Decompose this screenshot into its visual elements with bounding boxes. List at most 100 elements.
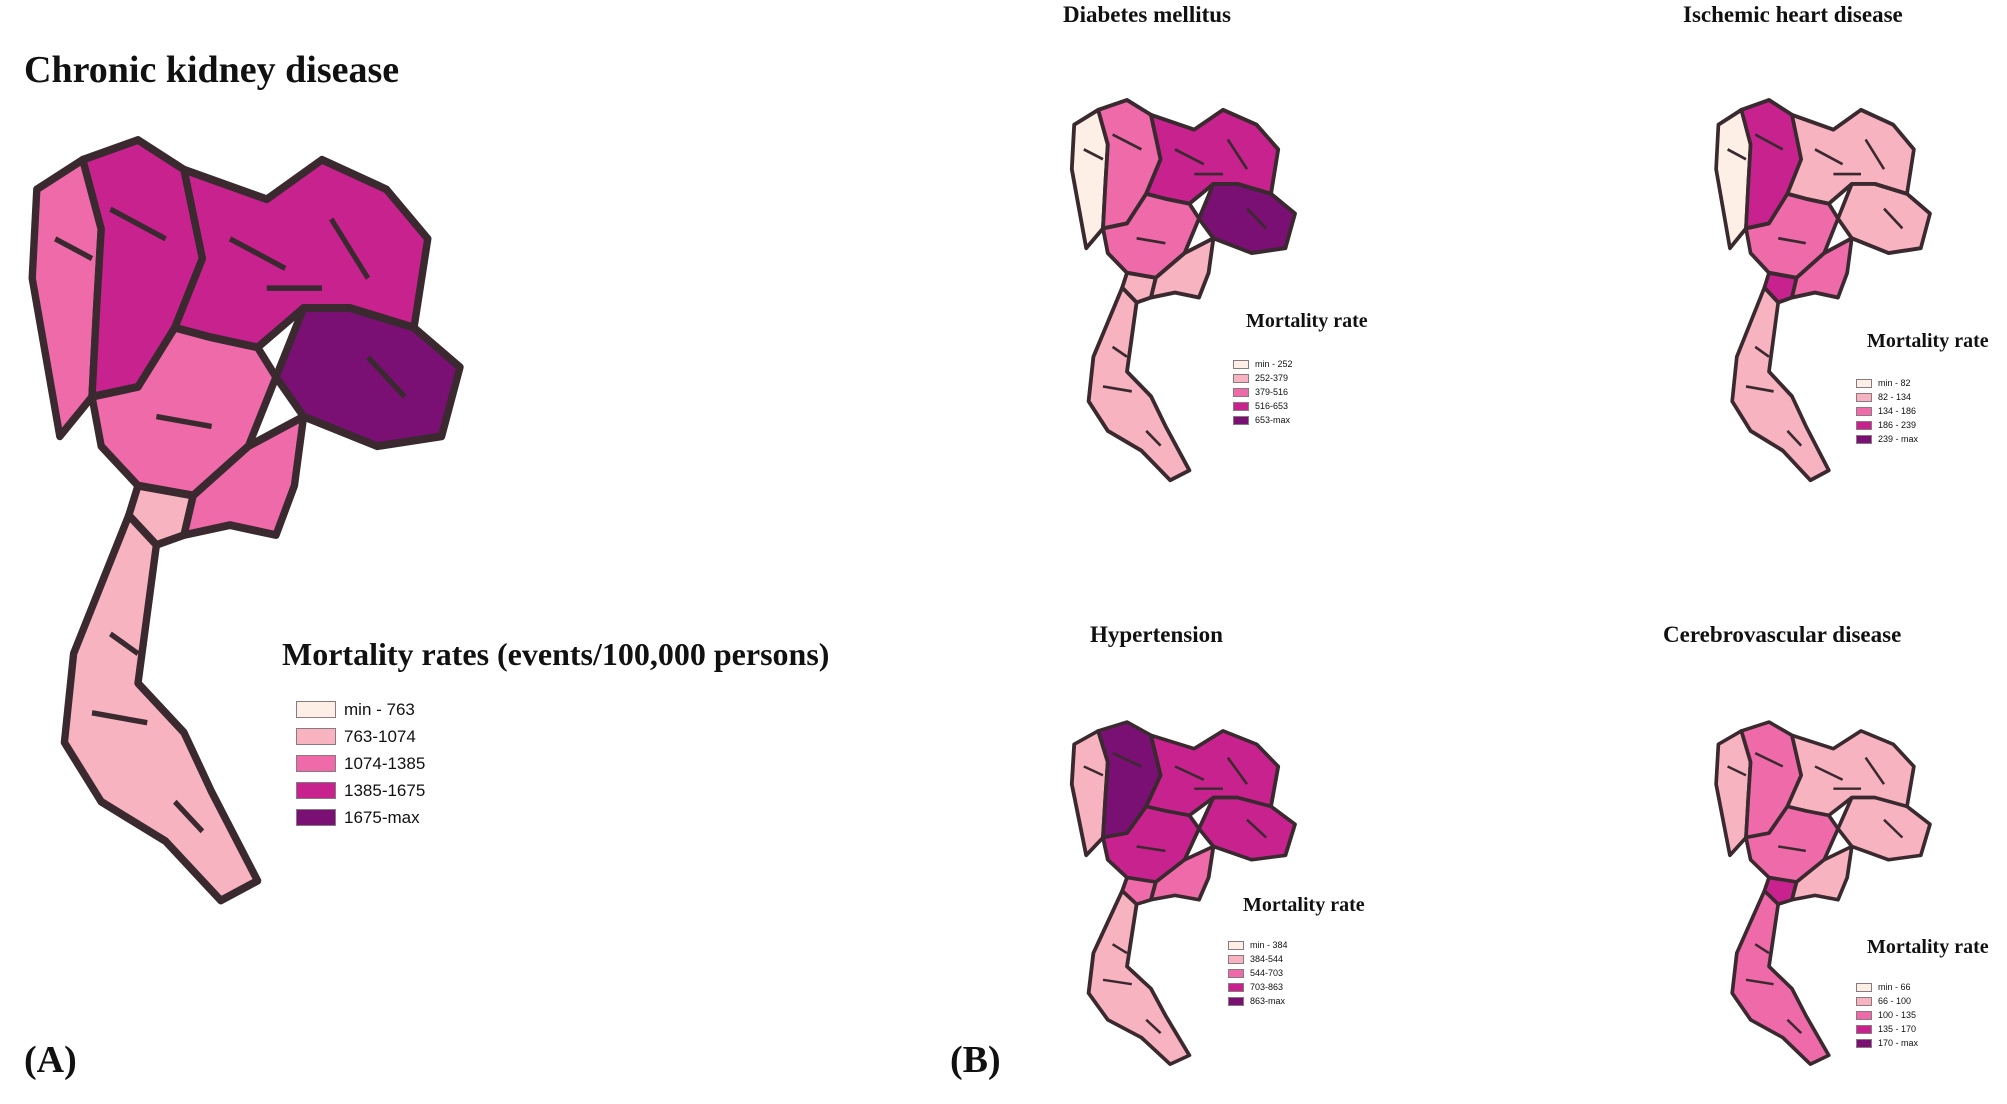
thailand-outline xyxy=(1714,720,1932,1066)
legend-item: min - 66 xyxy=(1856,980,1918,994)
legend-label: 384-544 xyxy=(1250,954,1284,964)
province-border xyxy=(1864,138,1886,170)
legend-item: 544-703 xyxy=(1228,966,1288,980)
legend-label: 239 - max xyxy=(1878,434,1919,444)
province-border xyxy=(1112,133,1142,151)
province-border xyxy=(1786,429,1803,447)
legend-label: 379-516 xyxy=(1255,387,1289,397)
region-east xyxy=(1197,181,1297,256)
legend-label: min - 66 xyxy=(1878,982,1911,992)
province-border xyxy=(1083,765,1104,777)
province-border xyxy=(1864,756,1886,785)
province-border xyxy=(1745,978,1774,986)
legend-label: 170 - max xyxy=(1878,1038,1919,1048)
legend-swatch xyxy=(1228,982,1244,992)
province-border xyxy=(1102,385,1133,393)
legend-item: 134 - 186 xyxy=(1856,404,1918,418)
province-border xyxy=(1883,818,1904,839)
region-central xyxy=(1101,804,1201,884)
subpanel-legend-title-hypertension: Mortality rate xyxy=(1243,894,1365,916)
province-border xyxy=(1883,207,1904,230)
legend-label: 186 - 239 xyxy=(1878,420,1917,430)
legend-label: 763-1074 xyxy=(344,726,416,746)
province-border xyxy=(108,631,140,656)
hypertension-choropleth-map xyxy=(1069,720,1297,1066)
legend-label: 134 - 186 xyxy=(1878,406,1917,416)
subpanel-legend-diabetes: min - 252 252-379 379-516 516-653 653-ma… xyxy=(1233,357,1293,427)
legend-swatch xyxy=(1856,996,1872,1006)
legend-item: 1385-1675 xyxy=(296,777,425,804)
province-border xyxy=(54,236,94,261)
legend-item: 653-max xyxy=(1233,413,1293,427)
subpanel-legend-title-diabetes: Mortality rate xyxy=(1246,310,1368,332)
main-legend-title: Mortality rates (events/100,000 persons) xyxy=(282,636,830,672)
legend-item: 252-379 xyxy=(1233,371,1293,385)
legend-swatch xyxy=(296,701,336,718)
province-border xyxy=(1174,765,1205,781)
legend-swatch xyxy=(296,809,336,826)
legend-item: 1074-1385 xyxy=(296,750,425,777)
legend-item: 66 - 100 xyxy=(1856,994,1918,1008)
province-border xyxy=(1136,236,1166,245)
legend-swatch xyxy=(1856,982,1872,992)
subpanel-title-hypertension: Hypertension xyxy=(1090,622,1223,647)
legend-swatch xyxy=(1856,392,1872,402)
province-border xyxy=(173,799,205,834)
region-east xyxy=(1836,181,1932,256)
legend-item: 170 - max xyxy=(1856,1036,1918,1050)
legend-item: 516-653 xyxy=(1233,399,1293,413)
province-border xyxy=(366,355,407,399)
subpanel-title-diabetes: Diabetes mellitus xyxy=(1063,2,1232,27)
province-border xyxy=(1145,1018,1162,1034)
thailand-outline xyxy=(28,136,464,905)
legend-item: 186 - 239 xyxy=(1856,418,1918,432)
province-border xyxy=(1136,845,1166,853)
diabetes-choropleth-map xyxy=(1069,98,1297,483)
province-border xyxy=(1754,752,1784,768)
legend-label: 82 - 134 xyxy=(1878,392,1912,402)
legend-swatch xyxy=(1228,954,1244,964)
thailand-outline xyxy=(1714,98,1932,483)
province-border xyxy=(1727,148,1747,161)
thailand-outline xyxy=(1069,720,1297,1066)
province-border xyxy=(1727,765,1747,777)
region-south xyxy=(1086,285,1192,483)
region-south xyxy=(1730,285,1831,483)
legend-item: min - 252 xyxy=(1233,357,1293,371)
subpanel-legend-cerebrovascular: min - 66 66 - 100 100 - 135 135 - 170 17… xyxy=(1856,980,1918,1050)
province-border xyxy=(1226,138,1249,170)
province-border xyxy=(329,217,371,280)
legend-label: min - 252 xyxy=(1255,359,1293,369)
legend-swatch xyxy=(296,755,336,772)
region-central xyxy=(88,323,280,500)
province-border xyxy=(1145,429,1162,447)
legend-label: 1385-1675 xyxy=(344,780,426,800)
legend-item: 379-516 xyxy=(1233,385,1293,399)
legend-swatch xyxy=(1856,420,1872,430)
province-border xyxy=(1754,133,1784,151)
thailand-outline xyxy=(1069,98,1297,483)
cerebrovascular-choropleth-map xyxy=(1714,720,1932,1066)
legend-item: 863-max xyxy=(1228,994,1288,1008)
legend-label: 516-653 xyxy=(1255,401,1289,411)
province-border xyxy=(155,413,213,430)
region-south xyxy=(1730,889,1831,1066)
legend-item: min - 384 xyxy=(1228,938,1288,952)
subpanel-legend-ischemic: min - 82 82 - 134 134 - 186 186 - 239 23… xyxy=(1856,376,1918,446)
subpanel-title-cerebrovascular: Cerebrovascular disease xyxy=(1663,622,1902,647)
region-central xyxy=(1744,191,1840,280)
province-border xyxy=(1786,1018,1803,1034)
legend-swatch xyxy=(1856,406,1872,416)
province-border xyxy=(1246,207,1268,230)
ischemic-heart-choropleth-map xyxy=(1714,98,1932,483)
province-border xyxy=(1754,943,1770,955)
region-southeast xyxy=(1790,236,1854,300)
province-border xyxy=(91,710,148,726)
region-southeast xyxy=(1149,236,1216,300)
legend-swatch xyxy=(1228,996,1244,1006)
legend-swatch xyxy=(1233,359,1249,369)
ckd-choropleth-map xyxy=(28,136,464,905)
legend-item: 384-544 xyxy=(1228,952,1288,966)
legend-label: 252-379 xyxy=(1255,373,1289,383)
legend-swatch xyxy=(296,782,336,799)
